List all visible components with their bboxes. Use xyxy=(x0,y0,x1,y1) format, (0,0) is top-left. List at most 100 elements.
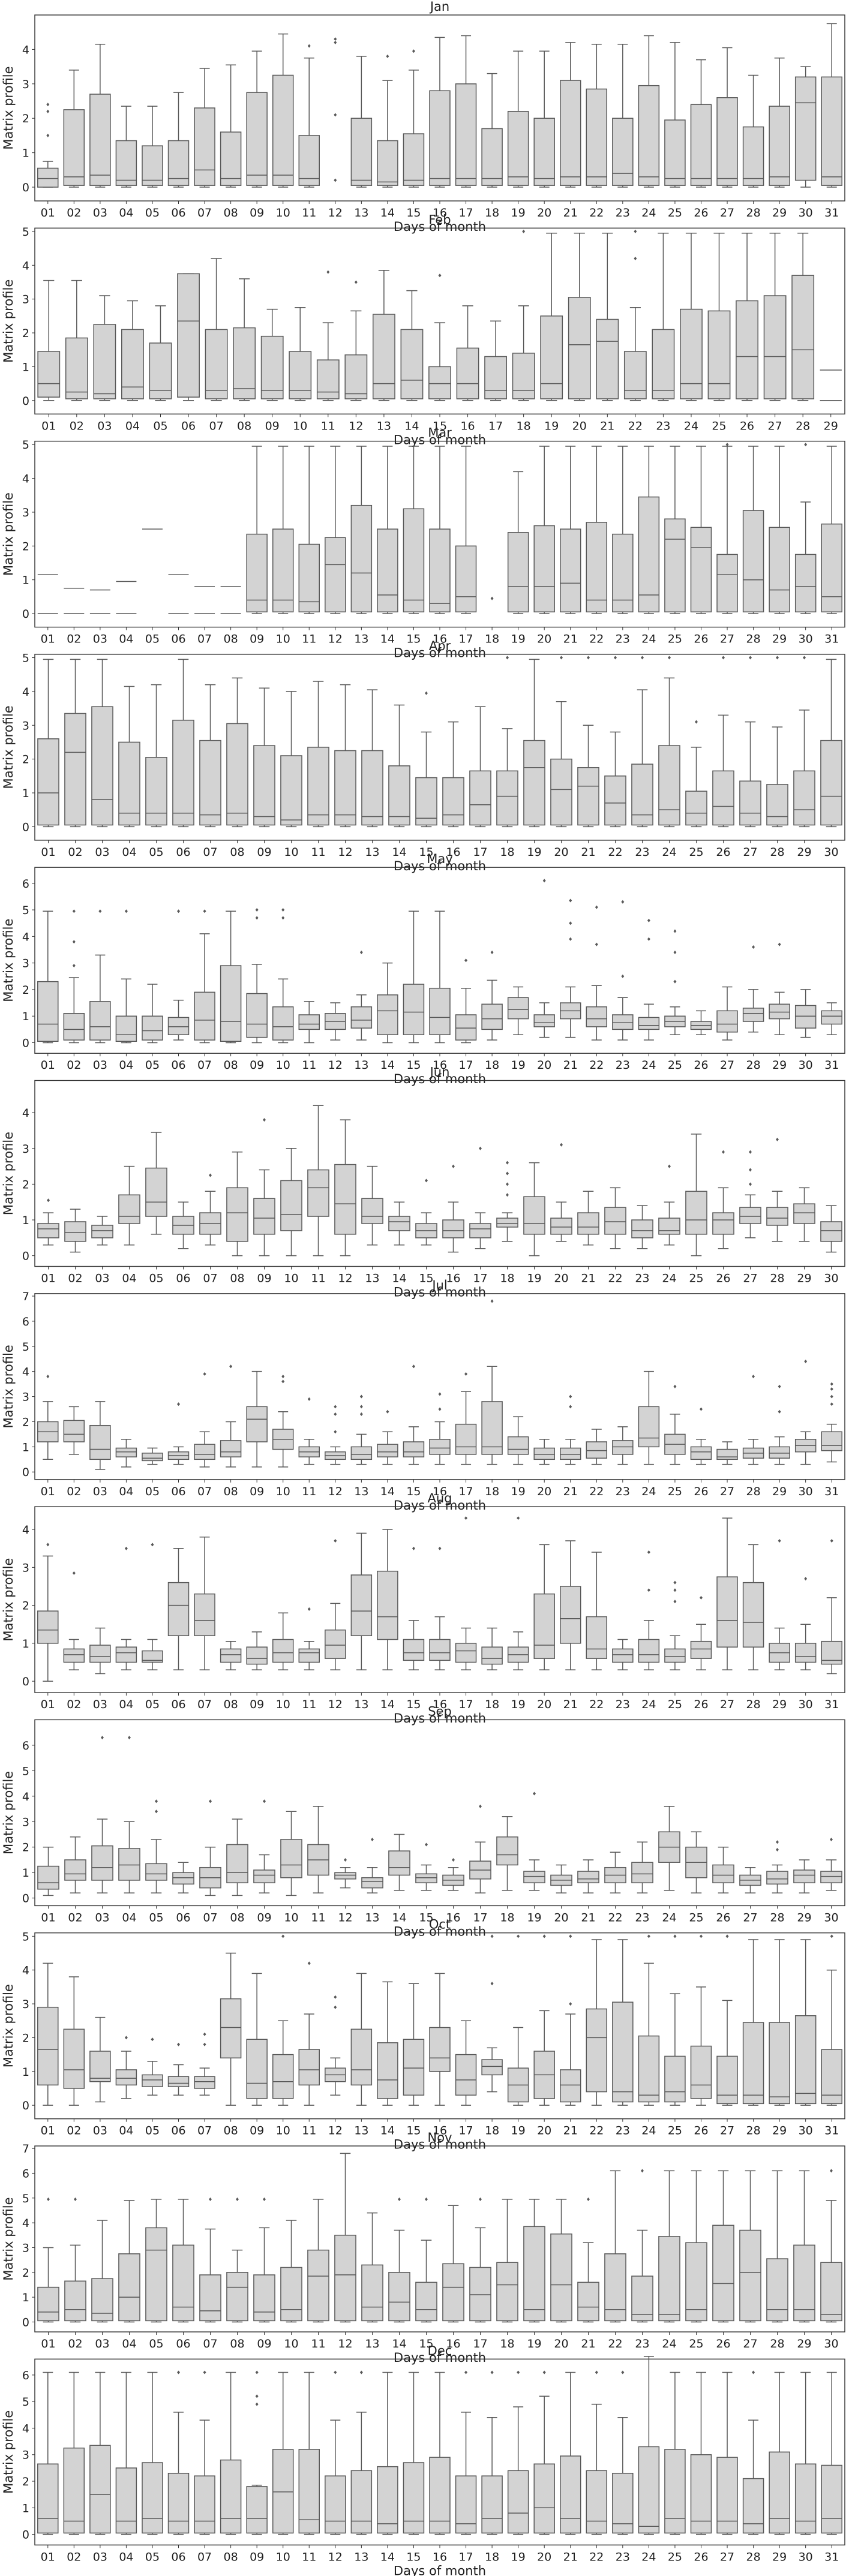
x-tick-label: 01 xyxy=(41,1911,55,1924)
box-day-07 xyxy=(194,909,215,1044)
x-tick-label: 10 xyxy=(284,846,298,859)
outlier-point xyxy=(177,1402,181,1406)
outlier-point xyxy=(354,280,358,284)
box-day-18 xyxy=(481,1299,503,1465)
outlier-point xyxy=(72,1571,76,1575)
outlier-point xyxy=(506,1171,509,1176)
outlier-point xyxy=(177,2370,181,2374)
x-tick-label: 17 xyxy=(458,1485,473,1498)
outlier-point xyxy=(490,596,494,600)
iqr-box xyxy=(577,1212,599,1235)
box-day-24 xyxy=(658,656,680,828)
box-day-14 xyxy=(377,54,398,188)
x-axis-label: Days of month xyxy=(394,1711,486,1726)
x-tick-label: 10 xyxy=(276,633,290,646)
box-day-23 xyxy=(631,1841,653,1893)
outlier-point xyxy=(542,1934,546,1938)
iqr-box xyxy=(167,2076,190,2087)
iqr-box xyxy=(298,2049,320,2086)
box-day-28 xyxy=(742,2370,764,2535)
iqr-box xyxy=(226,1844,248,1883)
box-day-05 xyxy=(142,1447,163,1465)
iqr-box xyxy=(325,537,346,612)
iqr-box xyxy=(246,2039,268,2099)
y-tick-label: 2 xyxy=(22,2475,29,2488)
outlier-point xyxy=(72,909,76,913)
iqr-box xyxy=(377,994,398,1035)
box-day-14 xyxy=(377,1981,398,2106)
x-tick-label: 21 xyxy=(600,419,614,432)
x-tick-label: 25 xyxy=(689,1272,703,1285)
y-tick-label: 1 xyxy=(22,2066,29,2079)
y-tick-label: 3 xyxy=(22,1143,29,1156)
iqr-box xyxy=(690,2454,712,2534)
box-day-01 xyxy=(37,910,59,1044)
box-day-13 xyxy=(350,1394,373,1465)
x-tick-label: 09 xyxy=(250,206,264,220)
box-day-26 xyxy=(712,1846,734,1893)
box-day-28 xyxy=(791,233,815,401)
box-day-25 xyxy=(685,720,707,828)
x-tick-label: 14 xyxy=(380,206,395,220)
y-tick-label: 6 xyxy=(22,2167,29,2180)
x-tick-label: 07 xyxy=(197,2124,212,2138)
box-day-25 xyxy=(685,1831,707,1893)
x-tick-label: 05 xyxy=(153,419,167,432)
outlier-point xyxy=(307,1607,311,1611)
x-tick-label: 14 xyxy=(380,633,395,646)
x-tick-label: 20 xyxy=(537,633,551,646)
iqr-box xyxy=(793,770,815,826)
iqr-box xyxy=(550,758,572,826)
x-tick-label: 30 xyxy=(799,206,813,220)
iqr-box xyxy=(350,1006,373,1029)
x-tick-label: 07 xyxy=(197,2550,212,2563)
iqr-box xyxy=(403,2039,425,2096)
x-tick-label: 25 xyxy=(668,1059,682,1072)
iqr-box xyxy=(145,2227,167,2322)
x-tick-label: 09 xyxy=(257,2337,271,2350)
box-day-13 xyxy=(361,689,383,828)
x-tick-label: 08 xyxy=(230,846,244,859)
iqr-box xyxy=(716,1448,738,1460)
box-day-02 xyxy=(64,659,86,828)
y-tick-label: 1 xyxy=(22,360,29,374)
box-day-02 xyxy=(64,2197,86,2323)
x-tick-label: 05 xyxy=(149,1272,163,1285)
box-day-21 xyxy=(577,1859,599,1893)
x-tick-label: 13 xyxy=(365,2337,379,2350)
x-tick-label: 18 xyxy=(500,2337,514,2350)
iqr-box xyxy=(115,2069,137,2086)
x-tick-label: 28 xyxy=(746,2550,760,2563)
box-day-11 xyxy=(307,1806,329,1893)
outlier-point xyxy=(569,2002,572,2006)
box-day-14 xyxy=(400,290,424,401)
x-tick-label: 09 xyxy=(257,846,271,859)
x-tick-label: 12 xyxy=(328,1698,343,1711)
x-tick-label: 16 xyxy=(460,419,475,432)
box-day-15 xyxy=(415,1179,437,1246)
box-day-27 xyxy=(739,2170,761,2323)
outlier-point xyxy=(776,1840,779,1844)
iqr-box xyxy=(523,2226,545,2322)
y-tick-label: 5 xyxy=(22,1930,29,1943)
x-tick-label: 21 xyxy=(581,1272,595,1285)
outlier-point xyxy=(46,133,50,137)
box-day-22 xyxy=(604,2170,626,2323)
x-tick-label: 24 xyxy=(641,206,656,220)
outlier-point xyxy=(464,958,468,963)
x-axis-label: Days of month xyxy=(394,220,486,234)
x-tick-label: 03 xyxy=(95,1911,109,1924)
x-tick-label: 26 xyxy=(694,2124,708,2138)
box-day-24 xyxy=(658,1806,680,1891)
outlier-point xyxy=(464,1372,468,1376)
box-day-02 xyxy=(63,1976,85,2106)
iqr-box xyxy=(623,351,647,399)
box-day-15 xyxy=(403,49,425,188)
x-tick-label: 24 xyxy=(662,1272,676,1285)
box-day-28 xyxy=(766,2170,788,2323)
box-day-27 xyxy=(716,1441,738,1465)
x-tick-label: 28 xyxy=(770,2337,784,2350)
outlier-point xyxy=(749,1182,752,1186)
outlier-point xyxy=(752,1375,755,1379)
